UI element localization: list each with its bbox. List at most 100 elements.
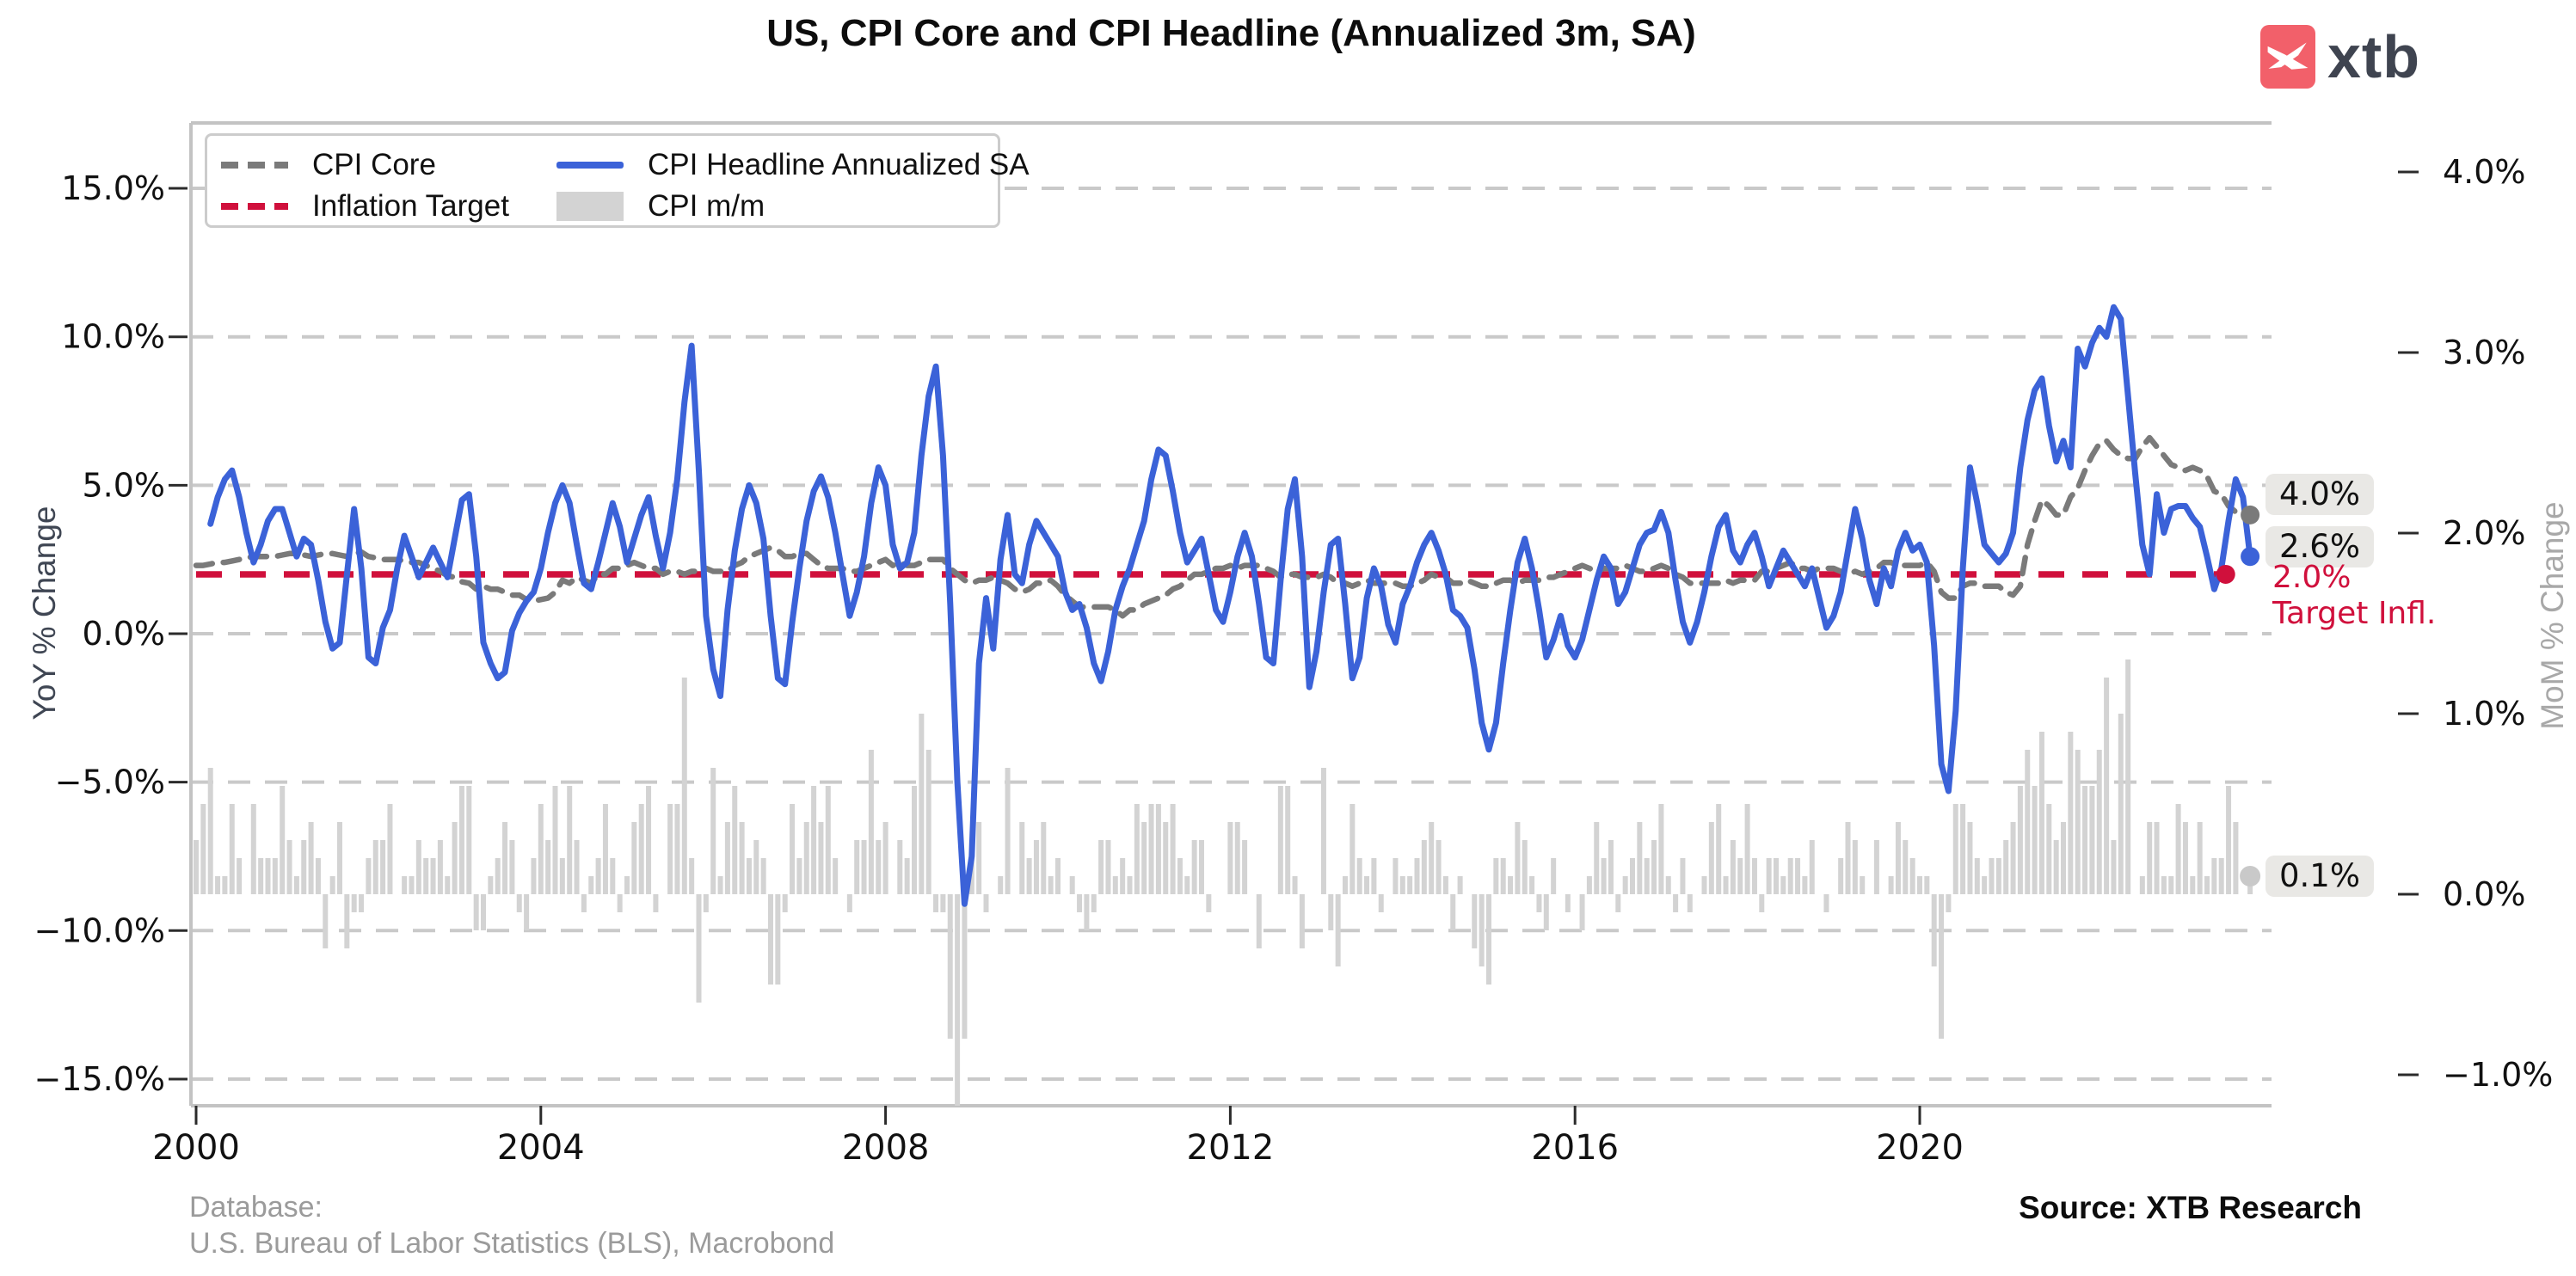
cpi-mm-bar bbox=[1177, 858, 1183, 894]
cpi-mm-bar bbox=[1349, 804, 1356, 894]
cpi-mm-bar bbox=[811, 786, 817, 894]
cpi-mm-bar bbox=[258, 858, 264, 894]
cpi-mm-bar bbox=[724, 822, 730, 894]
cpi-mm-bar bbox=[315, 858, 321, 894]
cpi-mm-bar bbox=[732, 786, 738, 894]
cpi-mm-bar bbox=[775, 894, 781, 985]
cpi-mm-bar bbox=[329, 876, 335, 894]
cpi-mm-bar bbox=[1802, 876, 1808, 894]
cpi-mm-bar bbox=[559, 858, 565, 894]
legend-item-cpi-core: CPI Core bbox=[207, 148, 556, 182]
cpi-mm-bar bbox=[1199, 840, 1204, 894]
xtb-logo-badge bbox=[2260, 25, 2315, 89]
cpi-mm-bar bbox=[1759, 894, 1765, 912]
cpi-mm-bar bbox=[710, 768, 716, 894]
cpi-mm-bar bbox=[1860, 876, 1866, 894]
right-tick-label: 4.0% bbox=[2443, 153, 2526, 191]
cpi-mm-bar bbox=[1285, 786, 1291, 894]
cpi-mm-bar bbox=[481, 894, 486, 930]
target-end-dot bbox=[2216, 564, 2235, 584]
cpi-mm-bar bbox=[1292, 876, 1298, 894]
right-tick-label: −1.0% bbox=[2443, 1056, 2553, 1094]
right-axis-title: MoM % Change bbox=[2535, 501, 2570, 730]
cpi-mm-bar bbox=[1084, 894, 1090, 930]
cpi-mm-bar bbox=[674, 804, 680, 894]
cpi-mm-bar bbox=[876, 840, 882, 894]
cpi-core-end-dot bbox=[2241, 505, 2260, 525]
cpi-core-swatch-icon bbox=[221, 162, 288, 169]
cpi-mm-bar bbox=[1450, 894, 1456, 930]
cpi-mm-bar bbox=[423, 858, 429, 894]
x-tick-label: 2000 bbox=[152, 1128, 240, 1168]
cpi-mm-bar bbox=[1091, 894, 1097, 912]
cpi-mm-bar bbox=[1184, 876, 1190, 894]
cpi-mm-bar bbox=[1601, 858, 1607, 894]
cpi-mm-bar bbox=[1299, 894, 1305, 948]
cpi-mm-bar bbox=[2125, 659, 2131, 894]
page-title: US, CPI Core and CPI Headline (Annualize… bbox=[766, 12, 1696, 54]
x-tick-label: 2012 bbox=[1187, 1128, 1275, 1168]
cpi-mm-bar bbox=[1019, 822, 1025, 894]
cpi-mm-bar bbox=[2010, 822, 2016, 894]
cpi-mm-bar bbox=[854, 840, 860, 894]
mom-end-dot bbox=[2240, 866, 2261, 886]
cpi-mm-bar bbox=[1515, 822, 1521, 894]
cpi-mm-bar bbox=[919, 714, 925, 894]
cpi-mm-bar bbox=[2068, 732, 2074, 894]
cpi-mm-bar bbox=[372, 840, 378, 894]
cpi-mm-bar bbox=[803, 822, 809, 894]
cpi-mm-bar bbox=[1055, 858, 1061, 894]
cpi-mm-bar bbox=[1328, 894, 1334, 930]
cpi-mm-bar bbox=[1989, 858, 1995, 894]
cpi-mm-bar bbox=[581, 894, 587, 912]
cpi-mm-bar bbox=[1594, 822, 1600, 894]
cpi-mm-bar bbox=[1399, 876, 1405, 894]
database-credit-line2: U.S. Bureau of Labor Statistics (BLS), M… bbox=[189, 1227, 835, 1260]
cpi-mm-bar bbox=[703, 894, 709, 912]
cpi-mm-bar bbox=[1586, 876, 1592, 894]
cpi-mm-bar bbox=[1637, 822, 1643, 894]
cpi-mm-bar bbox=[933, 894, 939, 912]
cpi-mm-bar bbox=[1191, 840, 1197, 894]
cpi-mm-bar bbox=[2075, 750, 2081, 894]
database-credit-line1: Database: bbox=[189, 1191, 323, 1224]
cpi-mm-bar bbox=[509, 840, 515, 894]
cpi-mm-bar bbox=[1508, 876, 1514, 894]
left-tick-label: −15.0% bbox=[34, 1060, 165, 1098]
cpi-mm-bar bbox=[1946, 894, 1952, 912]
cpi-mm-bar bbox=[717, 876, 723, 894]
cpi-mm-bar bbox=[1320, 768, 1326, 894]
cpi-mm-bar bbox=[2197, 822, 2203, 894]
cpi-mm-bar bbox=[1442, 876, 1448, 894]
cpi-mm-bar bbox=[782, 894, 788, 912]
cpi-mm-bar bbox=[1751, 858, 1757, 894]
cpi-mm-bar bbox=[1472, 894, 1478, 948]
cpi-mm-bar bbox=[1170, 804, 1176, 894]
cpi-mm-bar bbox=[1256, 894, 1262, 948]
cpi-mm-bar bbox=[1163, 822, 1169, 894]
legend-item-cpi-mm: CPI m/m bbox=[556, 189, 765, 224]
cpi-mm-bar bbox=[2061, 822, 2066, 894]
cpi-mm-bar bbox=[976, 822, 982, 894]
cpi-mm-bar bbox=[545, 840, 551, 894]
cpi-mm-bar bbox=[1982, 876, 1988, 894]
cpi-mm-bar bbox=[1924, 876, 1930, 894]
cpi-mm-bar bbox=[588, 876, 594, 894]
cpi-mm-bar bbox=[689, 858, 695, 894]
cpi-mm-bar bbox=[595, 858, 601, 894]
cpi-mm-bar bbox=[912, 786, 917, 894]
cpi-mm-bar bbox=[495, 858, 501, 894]
cpi-mm-bar bbox=[2053, 840, 2059, 894]
target-note-value: 2.0% bbox=[2272, 560, 2352, 595]
cpi-mm-bar bbox=[1335, 894, 1341, 966]
cpi-mm-bar bbox=[2032, 786, 2038, 894]
source-credit: Source: XTB Research bbox=[2019, 1190, 2362, 1225]
target-note-label: Target Infl. bbox=[2272, 596, 2437, 631]
cpi-mm-bar bbox=[1457, 876, 1463, 894]
cpi-mm-bar bbox=[1227, 822, 1233, 894]
cpi-mm-bar bbox=[2096, 750, 2102, 894]
cpi-mm-bar bbox=[452, 822, 458, 894]
cpi-mm-bar bbox=[2089, 786, 2095, 894]
mom-end-value-tag: 0.1% bbox=[2266, 856, 2374, 897]
